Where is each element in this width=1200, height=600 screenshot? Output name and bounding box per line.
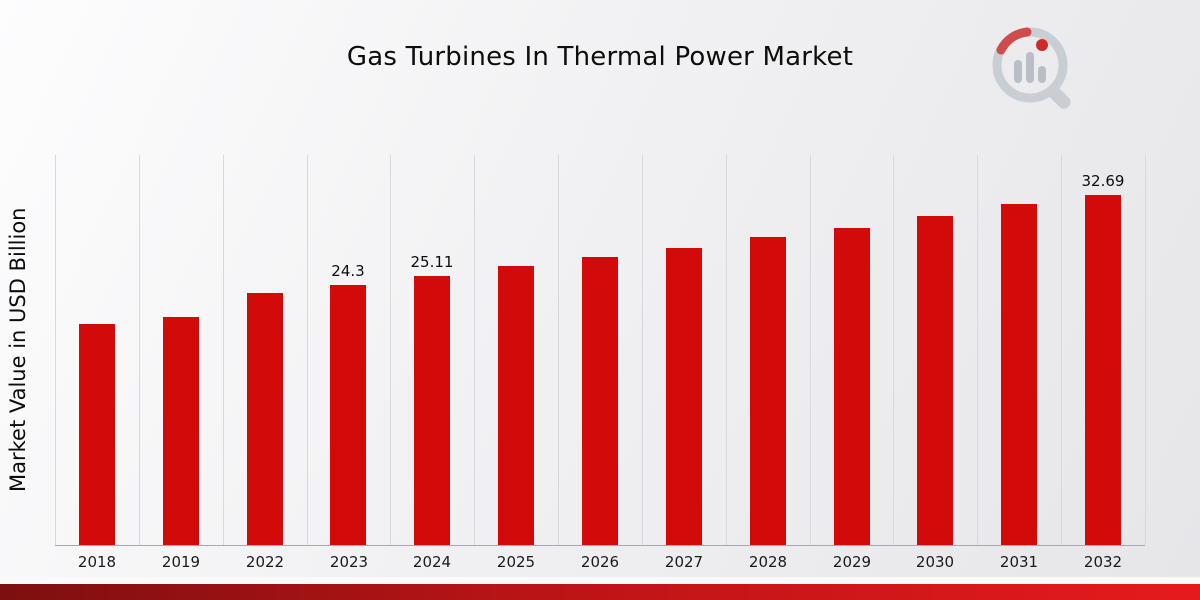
bar-value-label: 32.69 bbox=[1081, 172, 1125, 190]
bar-2018 bbox=[79, 324, 115, 545]
chart-title: Gas Turbines In Thermal Power Market bbox=[346, 42, 854, 72]
x-tick-label: 2032 bbox=[1083, 553, 1123, 571]
bar-2031 bbox=[1001, 204, 1037, 545]
bar-2023 bbox=[330, 285, 366, 545]
x-tick-label: 2027 bbox=[664, 553, 704, 571]
x-tick-label: 2019 bbox=[161, 553, 201, 571]
brand-logo bbox=[985, 20, 1090, 119]
footer-light-band bbox=[0, 577, 1200, 584]
bar-2029 bbox=[834, 228, 870, 545]
gridline bbox=[641, 155, 643, 545]
bar-2030 bbox=[917, 216, 953, 545]
bar-2027 bbox=[666, 248, 702, 545]
x-tick-label: 2025 bbox=[496, 553, 536, 571]
x-axis-line bbox=[55, 545, 1145, 546]
x-tick-label: 2024 bbox=[412, 553, 452, 571]
x-tick-label: 2031 bbox=[999, 553, 1039, 571]
magnifier-barchart-icon bbox=[992, 27, 1071, 109]
x-tick-label: 2022 bbox=[245, 553, 285, 571]
bar-value-label: 24.3 bbox=[331, 262, 365, 280]
bar-2025 bbox=[498, 266, 534, 545]
gridline bbox=[138, 155, 140, 545]
bar-value-label: 25.11 bbox=[410, 253, 454, 271]
x-tick-label: 2030 bbox=[915, 553, 955, 571]
bar-2028 bbox=[750, 237, 786, 545]
x-tick-label: 2023 bbox=[329, 553, 369, 571]
x-tick-label: 2026 bbox=[580, 553, 620, 571]
gridline bbox=[1145, 155, 1146, 545]
gridline bbox=[809, 155, 811, 545]
footer-red-bar bbox=[0, 584, 1200, 600]
gridline bbox=[893, 155, 895, 545]
gridline bbox=[306, 155, 308, 545]
x-tick-label: 2028 bbox=[748, 553, 788, 571]
gridline bbox=[558, 155, 560, 545]
gridline bbox=[977, 155, 979, 545]
gridline bbox=[725, 155, 727, 545]
bar-2019 bbox=[163, 317, 199, 545]
y-axis-label: Market Value in USD Billion bbox=[6, 207, 30, 493]
gridline bbox=[222, 155, 224, 545]
bar-2022 bbox=[247, 293, 283, 545]
gridline bbox=[1061, 155, 1063, 545]
x-tick-label: 2029 bbox=[832, 553, 872, 571]
gridline bbox=[474, 155, 476, 545]
x-tick-label: 2018 bbox=[77, 553, 117, 571]
bar-2032 bbox=[1085, 195, 1121, 545]
bar-2026 bbox=[582, 257, 618, 545]
bar-2024 bbox=[414, 276, 450, 545]
gridline bbox=[390, 155, 392, 545]
gridline bbox=[55, 155, 56, 545]
